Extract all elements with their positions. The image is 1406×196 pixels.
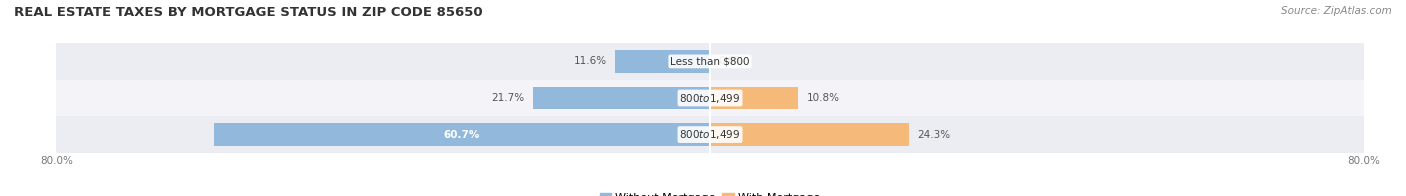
Text: 24.3%: 24.3%: [917, 130, 950, 140]
Text: Less than $800: Less than $800: [671, 56, 749, 66]
Bar: [56, 80, 1364, 116]
Bar: [56, 43, 1364, 80]
Bar: [710, 87, 799, 109]
Text: 60.7%: 60.7%: [444, 130, 481, 140]
Legend: Without Mortgage, With Mortgage: Without Mortgage, With Mortgage: [595, 188, 825, 196]
Bar: [56, 116, 1364, 153]
Text: REAL ESTATE TAXES BY MORTGAGE STATUS IN ZIP CODE 85650: REAL ESTATE TAXES BY MORTGAGE STATUS IN …: [14, 6, 482, 19]
Text: $800 to $1,499: $800 to $1,499: [679, 92, 741, 104]
Text: 11.6%: 11.6%: [574, 56, 607, 66]
Text: 10.8%: 10.8%: [807, 93, 839, 103]
Bar: [533, 87, 710, 109]
Text: Source: ZipAtlas.com: Source: ZipAtlas.com: [1281, 6, 1392, 16]
Bar: [710, 123, 908, 146]
Text: $800 to $1,499: $800 to $1,499: [679, 128, 741, 141]
Text: 0.0%: 0.0%: [718, 56, 744, 66]
Bar: [214, 123, 710, 146]
Bar: [616, 50, 710, 73]
Text: 21.7%: 21.7%: [491, 93, 524, 103]
